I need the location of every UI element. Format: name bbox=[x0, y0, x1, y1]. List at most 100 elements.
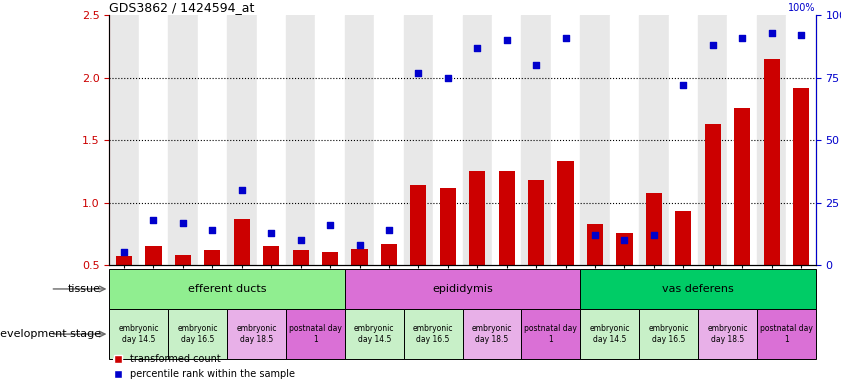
Bar bbox=[610, 15, 639, 265]
Point bbox=[205, 227, 219, 233]
Point bbox=[294, 237, 307, 243]
Point bbox=[323, 222, 336, 228]
Text: embryonic
day 14.5: embryonic day 14.5 bbox=[119, 324, 159, 344]
Point bbox=[500, 37, 513, 43]
Point bbox=[352, 242, 366, 248]
Bar bbox=[587, 224, 603, 265]
Point bbox=[470, 45, 484, 51]
Text: embryonic
day 16.5: embryonic day 16.5 bbox=[413, 324, 453, 344]
Bar bbox=[521, 15, 551, 265]
Bar bbox=[440, 188, 456, 265]
Bar bbox=[198, 15, 227, 265]
Bar bbox=[675, 211, 691, 265]
Bar bbox=[793, 88, 809, 265]
Bar bbox=[698, 309, 757, 359]
Bar bbox=[109, 15, 139, 265]
Text: vas deferens: vas deferens bbox=[662, 284, 734, 294]
Bar bbox=[286, 15, 315, 265]
Bar bbox=[463, 309, 521, 359]
Bar bbox=[374, 15, 404, 265]
Bar bbox=[580, 15, 610, 265]
Bar bbox=[322, 253, 338, 265]
Point bbox=[794, 32, 807, 38]
Bar bbox=[345, 15, 374, 265]
Text: tissue: tissue bbox=[68, 284, 101, 294]
Bar bbox=[669, 15, 698, 265]
Bar bbox=[698, 15, 727, 265]
Bar bbox=[410, 185, 426, 265]
Text: 100%: 100% bbox=[788, 3, 816, 13]
Bar bbox=[234, 219, 250, 265]
Bar bbox=[227, 15, 257, 265]
Point bbox=[146, 217, 160, 223]
Bar bbox=[381, 244, 397, 265]
Text: postnatal day
1: postnatal day 1 bbox=[289, 324, 341, 344]
Bar bbox=[639, 15, 669, 265]
Bar bbox=[257, 15, 286, 265]
Bar bbox=[705, 124, 721, 265]
Point bbox=[735, 35, 748, 41]
Point bbox=[382, 227, 395, 233]
Bar bbox=[263, 246, 279, 265]
Bar bbox=[646, 193, 662, 265]
Bar bbox=[463, 15, 492, 265]
Point bbox=[529, 62, 542, 68]
Bar bbox=[558, 161, 574, 265]
Text: embryonic
day 14.5: embryonic day 14.5 bbox=[354, 324, 394, 344]
Bar bbox=[551, 15, 580, 265]
Bar bbox=[204, 250, 220, 265]
Text: epididymis: epididymis bbox=[432, 284, 493, 294]
Bar bbox=[757, 309, 816, 359]
Text: embryonic
day 16.5: embryonic day 16.5 bbox=[648, 324, 689, 344]
Point bbox=[441, 75, 454, 81]
Text: GDS3862 / 1424594_at: GDS3862 / 1424594_at bbox=[109, 1, 255, 14]
Text: embryonic
day 18.5: embryonic day 18.5 bbox=[472, 324, 512, 344]
Bar bbox=[345, 269, 580, 309]
Bar bbox=[433, 15, 463, 265]
Bar bbox=[227, 309, 286, 359]
Point bbox=[235, 187, 248, 193]
Bar bbox=[580, 309, 639, 359]
Bar bbox=[139, 15, 168, 265]
Legend: transformed count, percentile rank within the sample: transformed count, percentile rank withi… bbox=[114, 354, 294, 379]
Point bbox=[588, 232, 601, 238]
Bar bbox=[352, 249, 368, 265]
Text: postnatal day
1: postnatal day 1 bbox=[760, 324, 812, 344]
Bar bbox=[345, 309, 404, 359]
Bar bbox=[286, 309, 345, 359]
Text: efferent ducts: efferent ducts bbox=[188, 284, 267, 294]
Bar bbox=[116, 256, 132, 265]
Bar bbox=[786, 15, 816, 265]
Text: embryonic
day 18.5: embryonic day 18.5 bbox=[236, 324, 277, 344]
Bar bbox=[639, 309, 698, 359]
Point bbox=[117, 250, 130, 256]
Bar bbox=[404, 309, 463, 359]
Bar bbox=[109, 269, 345, 309]
Bar bbox=[109, 309, 168, 359]
Text: embryonic
day 18.5: embryonic day 18.5 bbox=[707, 324, 748, 344]
Point bbox=[676, 82, 690, 88]
Bar bbox=[175, 255, 191, 265]
Bar bbox=[315, 15, 345, 265]
Bar bbox=[168, 15, 198, 265]
Bar bbox=[521, 309, 580, 359]
Bar bbox=[528, 180, 544, 265]
Bar bbox=[404, 15, 433, 265]
Bar bbox=[734, 108, 750, 265]
Bar bbox=[757, 15, 786, 265]
Point bbox=[647, 232, 660, 238]
Bar bbox=[764, 59, 780, 265]
Bar bbox=[727, 15, 757, 265]
Bar bbox=[145, 246, 161, 265]
Text: postnatal day
1: postnatal day 1 bbox=[525, 324, 577, 344]
Point bbox=[411, 70, 425, 76]
Bar bbox=[469, 171, 485, 265]
Point bbox=[558, 35, 572, 41]
Point bbox=[176, 220, 189, 226]
Bar bbox=[492, 15, 521, 265]
Point bbox=[706, 42, 719, 48]
Text: development stage: development stage bbox=[0, 329, 101, 339]
Point bbox=[764, 30, 778, 36]
Point bbox=[264, 230, 278, 236]
Text: embryonic
day 14.5: embryonic day 14.5 bbox=[590, 324, 630, 344]
